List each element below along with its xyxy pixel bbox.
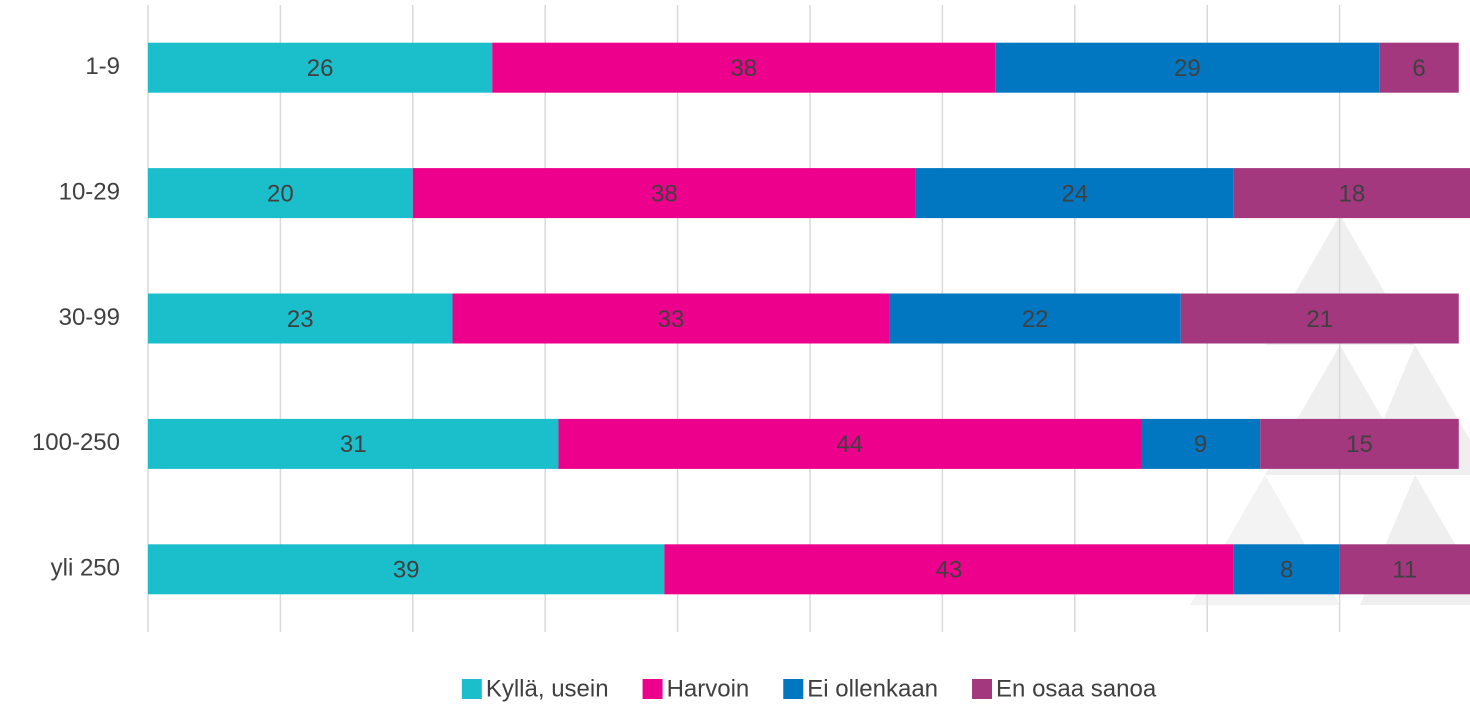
data-label: 44: [836, 431, 863, 458]
data-label: 9: [1194, 431, 1207, 458]
data-label: 38: [730, 55, 757, 82]
legend-label: Kyllä, usein: [486, 675, 609, 702]
bar-segment: [1233, 544, 1340, 595]
data-label: 24: [1061, 180, 1088, 207]
y-tick-label: 100-250: [32, 429, 120, 456]
bar-segment: [1339, 544, 1470, 595]
bar-segment: [148, 42, 493, 93]
data-label: 20: [267, 180, 294, 207]
bar-segment: [148, 544, 665, 595]
data-label: 23: [287, 306, 314, 333]
bar-segment: [558, 418, 1141, 469]
bar-segment: [664, 544, 1234, 595]
y-tick-label: 1-9: [85, 53, 120, 80]
data-label: 8: [1280, 557, 1293, 584]
data-label: 6: [1412, 55, 1425, 82]
data-label: 29: [1174, 55, 1201, 82]
data-label: 31: [340, 431, 367, 458]
data-label: 38: [651, 180, 678, 207]
data-label: 33: [658, 306, 685, 333]
bar-segment: [1233, 168, 1470, 219]
data-label: 21: [1306, 306, 1333, 333]
legend-label: Ei ollenkaan: [807, 675, 938, 702]
y-tick-label: yli 250: [51, 555, 120, 582]
data-label: 39: [393, 557, 420, 584]
legend-swatch: [461, 679, 482, 699]
legend: Kyllä, usein Harvoin Ei ollenkaan En osaa s…: [461, 675, 1157, 702]
legend-swatch: [642, 679, 663, 699]
y-tick-label: 30-99: [59, 304, 120, 331]
data-label: 26: [307, 55, 334, 82]
data-label: 22: [1022, 306, 1049, 333]
bar-segment: [915, 168, 1234, 219]
data-label: 11: [1392, 557, 1417, 584]
bar-segment: [1379, 42, 1459, 93]
data-label: 43: [936, 557, 963, 584]
legend-swatch: [972, 679, 993, 699]
bar-segment: [412, 168, 916, 219]
bar-segment: [148, 293, 453, 344]
y-tick-label: 10-29: [59, 178, 120, 205]
bar-segment: [889, 293, 1181, 344]
legend-label: Harvoin: [667, 675, 750, 702]
bar-segment: [1141, 418, 1261, 469]
data-label: 18: [1338, 180, 1365, 207]
bar-segment: [148, 168, 413, 219]
legend-label: En osaa sanoa: [996, 675, 1157, 702]
bar-segment: [492, 42, 996, 93]
bar-segment: [1180, 293, 1459, 344]
bar-segment: [452, 293, 890, 344]
bar-segment: [995, 42, 1380, 93]
data-label: 15: [1346, 431, 1373, 458]
legend-swatch: [783, 679, 804, 699]
bar-segment: [1260, 418, 1459, 469]
bar-segment: [148, 418, 559, 469]
